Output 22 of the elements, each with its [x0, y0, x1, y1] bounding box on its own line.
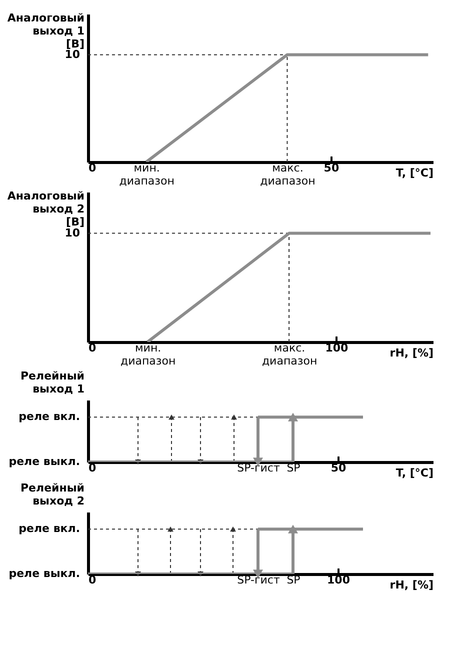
x-tick-label: 0: [88, 574, 96, 586]
x-axis-title: rH, [%]: [390, 578, 434, 592]
x-tick-label: макс. диапазон: [262, 342, 318, 368]
y-axis-title: Релейный выход 1: [20, 370, 84, 396]
text: 10: [64, 48, 80, 61]
x-axis-title: T, [°C]: [396, 466, 434, 480]
x-axis-title: T, [°C]: [396, 166, 434, 180]
text: реле выкл.: [8, 567, 80, 580]
text: 10: [64, 226, 80, 240]
text: реле вкл.: [18, 522, 80, 536]
x-axis-title: rH, [%]: [390, 346, 434, 360]
text: реле вкл.: [18, 410, 80, 424]
text: реле выкл.: [8, 455, 80, 468]
x-tick-label: 0: [88, 462, 96, 474]
x-tick-label: 0: [88, 162, 96, 174]
y-axis-title: Аналоговый выход 2 [В]: [7, 190, 84, 228]
x-tick-label: мин. диапазон: [120, 342, 176, 368]
x-tick-label: макс. диапазон: [260, 162, 316, 188]
x-tick-label: 0: [88, 342, 96, 354]
x-tick-label: мин. диапазон: [119, 162, 174, 188]
y-axis-title: Релейный выход 2: [20, 482, 84, 508]
y-axis-title: Аналоговый выход 1 [В]: [7, 12, 84, 50]
